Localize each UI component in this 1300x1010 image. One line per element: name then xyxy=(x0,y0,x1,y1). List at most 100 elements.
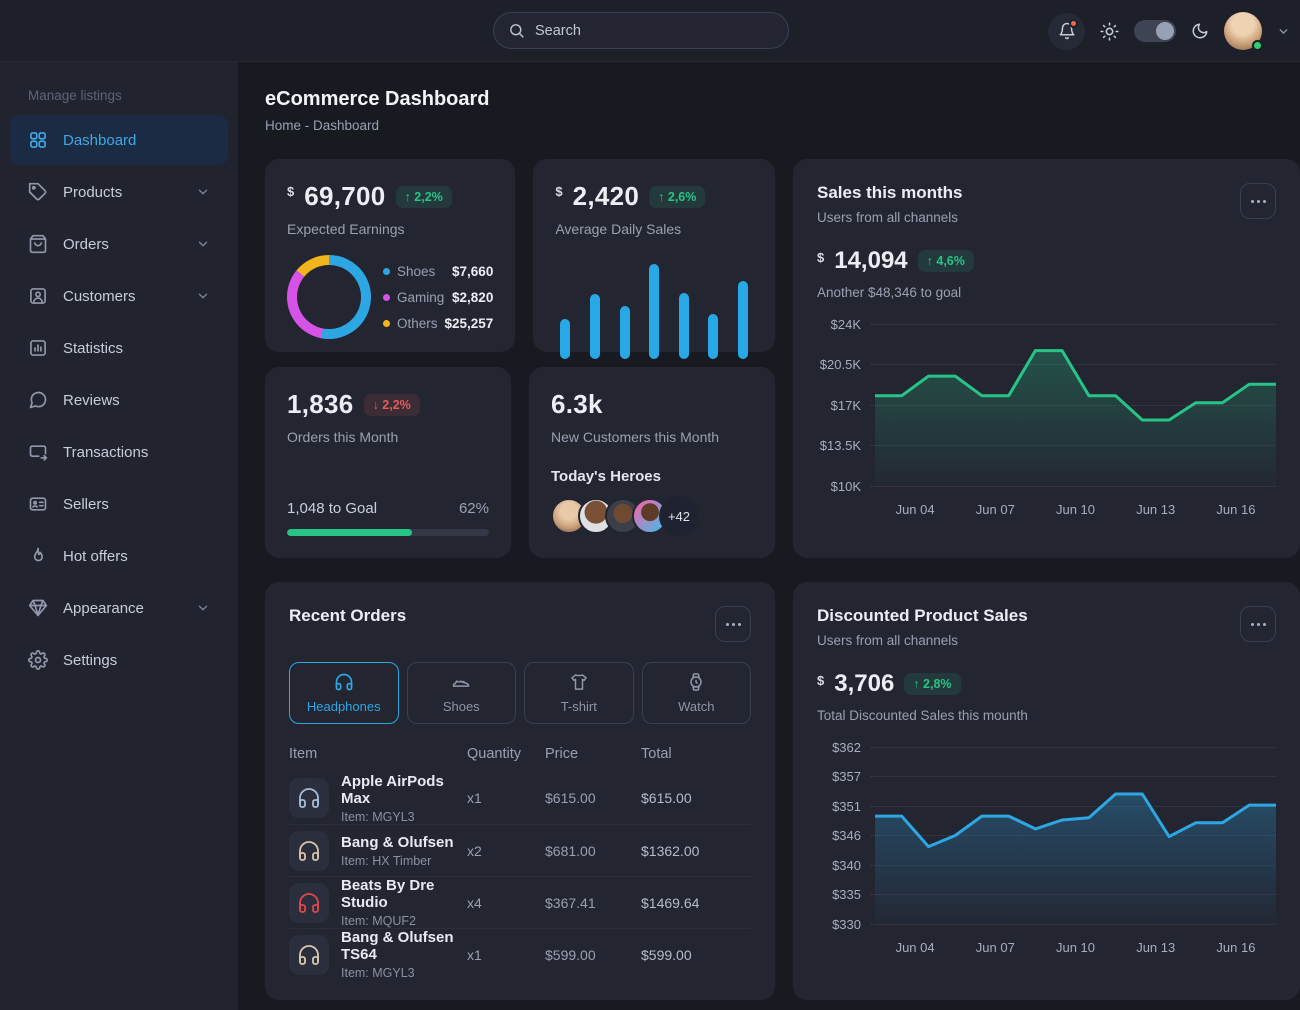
tab-tshirt[interactable]: T-shirt xyxy=(524,662,634,724)
more-heroes-count: +42 xyxy=(659,496,699,536)
sidebar-item-label: Appearance xyxy=(63,599,144,617)
card-subtitle: Users from all channels xyxy=(817,633,959,648)
theme-toggle[interactable] xyxy=(1134,20,1176,42)
category-tabs: Headphones Shoes T-shirt Watch xyxy=(289,662,751,724)
card-subtitle: Users from all channels xyxy=(817,210,959,225)
tshirt-icon xyxy=(570,674,587,690)
sidebar-item-label: Reviews xyxy=(63,391,120,409)
sidebar-item-label: Products xyxy=(63,183,123,201)
tab-label: T-shirt xyxy=(560,699,597,714)
orders-this-month-card: 1,836 ↓ 2,2% Orders this Month 1,048 to … xyxy=(265,367,511,558)
quantity: x4 xyxy=(467,894,482,911)
chevron-down-icon[interactable] xyxy=(1277,25,1290,38)
discounted-sales-card: Discounted Product Sales Users from all … xyxy=(793,582,1300,1000)
product-name: Bang & Olufsen xyxy=(341,833,454,851)
card-label: New Customers this Month xyxy=(551,429,720,445)
more-options-button[interactable] xyxy=(1240,183,1276,219)
total: $1469.64 xyxy=(641,894,700,911)
sales-line-chart: $24K $20.5K $17K $13.5K $10K Jun 04 Jun 07 Jun … xyxy=(817,317,1276,526)
gem-icon xyxy=(28,599,48,617)
tab-label: Headphones xyxy=(306,699,381,714)
donut-legend: Shoes $7,660 Gaming $2,820 Others xyxy=(383,264,493,331)
price: $367.41 xyxy=(545,894,596,911)
shoe-icon xyxy=(453,680,470,687)
orders-value: 1,836 xyxy=(287,389,354,419)
card-title: Recent Orders xyxy=(289,606,407,625)
price: $599.00 xyxy=(545,946,596,963)
card-icon xyxy=(29,445,48,461)
sidebar-item-transactions[interactable]: Transactions xyxy=(10,427,228,477)
discounted-line-chart: $362 $357 $351 $346 $340 $335 $330 Jun 04 Jun 07… xyxy=(817,740,1276,964)
expected-earnings-card: $ 69,700 ↑ 2,2% Expected Earnings Shoes … xyxy=(265,159,516,352)
sidebar-item-statistics[interactable]: Statistics xyxy=(10,323,228,373)
sidebar-item-appearance[interactable]: Appearance xyxy=(10,583,228,633)
moon-icon[interactable] xyxy=(1191,22,1209,40)
heroes-title: Today's Heroes xyxy=(551,468,661,485)
sidebar-item-customers[interactable]: Customers xyxy=(10,271,228,321)
table-header: Item Quantity Price Total xyxy=(289,746,672,762)
legend-dot xyxy=(383,319,390,327)
chevron-down-icon xyxy=(198,605,208,611)
search-input[interactable] xyxy=(535,22,774,39)
expected-earnings-value: 69,700 xyxy=(304,181,386,211)
card-label: Orders this Month xyxy=(287,429,399,445)
currency-sign: $ xyxy=(287,184,295,199)
table-row[interactable]: Apple AirPods Max Item: MGYL3 x1 $615.00… xyxy=(289,772,751,824)
product-thumbnail xyxy=(289,830,329,871)
sidebar-item-hot-offers[interactable]: Hot offers xyxy=(10,531,228,581)
sidebar-item-label: Transactions xyxy=(63,443,149,461)
sidebar-item-products[interactable]: Products xyxy=(10,167,228,217)
headphones-icon xyxy=(335,673,353,691)
sidebar-item-sellers[interactable]: Sellers xyxy=(10,479,228,529)
table-row[interactable]: Bang & Olufsen TS64 Item: MGYL3 x1 $599.… xyxy=(289,928,751,980)
new-customers-card: 6.3k New Customers this Month Today's He… xyxy=(529,367,775,558)
goal-progress-fill xyxy=(287,529,413,536)
sidebar-item-orders[interactable]: Orders xyxy=(10,219,228,269)
card-title: Sales this months xyxy=(817,183,963,202)
quantity: x1 xyxy=(467,946,482,963)
delta-badge: ↑ 2,6% xyxy=(649,185,706,208)
card-label: Average Daily Sales xyxy=(555,221,682,237)
product-thumbnail xyxy=(289,778,329,818)
goal-subtitle: Total Discounted Sales this mounth xyxy=(817,708,1028,723)
goal-progress-bar xyxy=(287,529,489,536)
daily-sales-bar-chart xyxy=(555,264,753,359)
tab-headphones[interactable]: Headphones xyxy=(289,662,399,724)
bag-icon xyxy=(29,234,47,254)
customer-icon xyxy=(30,288,46,304)
sidebar-item-label: Dashboard xyxy=(63,131,137,149)
sun-icon[interactable] xyxy=(1100,21,1119,41)
online-status-dot xyxy=(1252,40,1263,51)
table-row[interactable]: Beats By Dre Studio Item: MQUF2 x4 $367.… xyxy=(289,876,751,928)
toggle-knob xyxy=(1156,22,1174,40)
more-options-button[interactable] xyxy=(715,606,751,642)
id-card-icon xyxy=(29,497,47,511)
legend-dot xyxy=(383,293,390,301)
tab-watch[interactable]: Watch xyxy=(641,662,751,724)
legend-item: Gaming $2,820 xyxy=(383,290,493,305)
search-icon xyxy=(508,22,525,39)
chevron-down-icon xyxy=(198,189,208,195)
sidebar: Manage listings Dashboard Products Order… xyxy=(0,62,238,1010)
average-daily-sales-card: $ 2,420 ↑ 2,6% Average Daily Sales xyxy=(533,159,775,359)
gear-icon xyxy=(28,650,48,670)
more-options-button[interactable] xyxy=(1240,606,1276,642)
topbar xyxy=(0,0,1300,62)
product-thumbnail xyxy=(289,934,329,975)
sidebar-item-label: Statistics xyxy=(63,339,124,357)
user-avatar[interactable] xyxy=(1224,12,1263,51)
legend-item: Others $25,257 xyxy=(383,316,493,331)
search-bar[interactable] xyxy=(493,12,789,49)
notifications-button[interactable] xyxy=(1048,12,1085,50)
tab-shoes[interactable]: Shoes xyxy=(406,662,516,724)
sidebar-item-dashboard[interactable]: Dashboard xyxy=(10,115,228,165)
sidebar-item-reviews[interactable]: Reviews xyxy=(10,375,228,425)
product-sku: Item: MGYL3 xyxy=(341,966,415,980)
chat-icon xyxy=(29,391,47,409)
total: $615.00 xyxy=(641,790,692,806)
total: $1362.00 xyxy=(641,842,700,859)
sidebar-item-settings[interactable]: Settings xyxy=(10,635,228,685)
table-row[interactable]: Bang & Olufsen Item: HX Timber x2 $681.0… xyxy=(289,824,751,876)
breadcrumb: Home - Dashboard xyxy=(265,118,380,133)
legend-item: Shoes $7,660 xyxy=(383,264,493,279)
